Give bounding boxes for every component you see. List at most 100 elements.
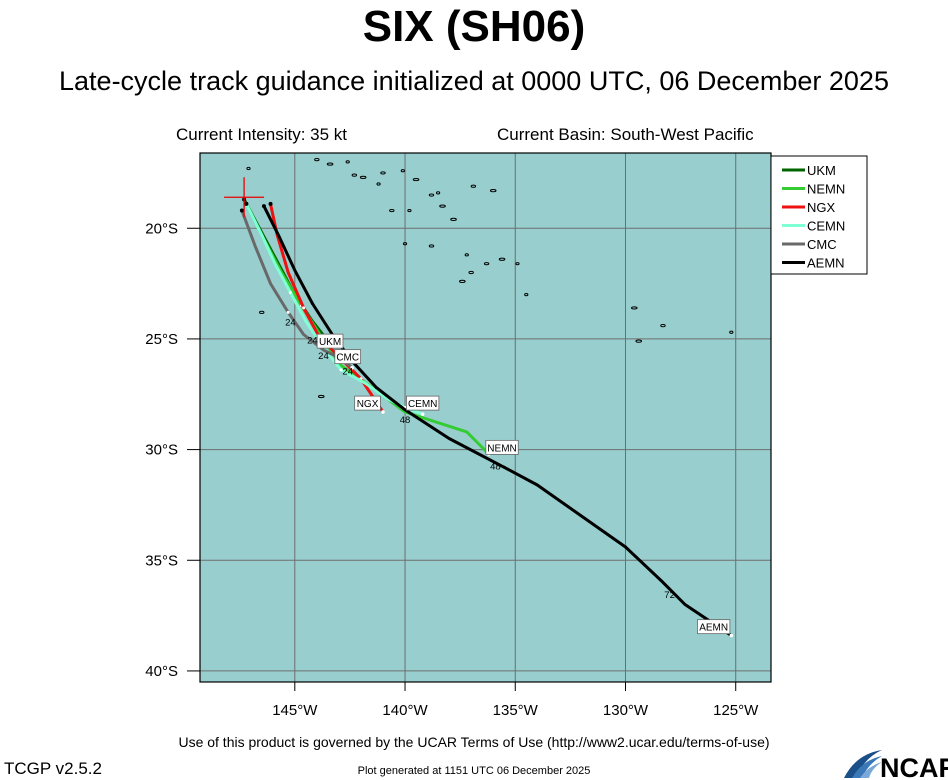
island (345, 160, 350, 164)
x-tick-label-3: 130°W (603, 702, 649, 719)
version-label: TCGP v2.5.2 (4, 759, 102, 778)
legend-entry-cmc: CMC (807, 237, 837, 252)
island (468, 270, 474, 275)
track-label-text: NEMN (487, 443, 516, 454)
track-end-aemn (729, 633, 734, 638)
track-label-nemn: NEMN (485, 439, 519, 455)
track-label-text: NGX (357, 399, 379, 410)
track-point-ngx (302, 306, 306, 310)
forecast-hour-label: 48 (400, 415, 411, 426)
island (470, 184, 477, 188)
island (407, 208, 412, 213)
legend: UKM NEMN NGX CEMN CMC AEMN (770, 155, 868, 275)
island (483, 262, 490, 266)
islands (246, 158, 734, 399)
y-tick-label-3: 35°S (145, 552, 178, 569)
y-tick-label-0: 20°S (145, 220, 178, 237)
island (314, 158, 320, 162)
track-point-aemn (374, 386, 378, 390)
island (376, 182, 381, 186)
island (515, 262, 520, 266)
forecast-hour-label: 24 (307, 335, 318, 346)
track-end-ngx (381, 410, 385, 414)
track-label-ngx: NGX (354, 395, 381, 411)
track-point-cemn (339, 368, 343, 372)
track-label-text: CEMN (408, 399, 437, 410)
track-start-cmc (239, 208, 244, 213)
island (524, 293, 529, 297)
forecast-hour-label: 24 (318, 351, 329, 362)
island (635, 339, 643, 343)
legend-entry-ukm: UKM (807, 163, 836, 178)
track-label-text: UKM (319, 337, 341, 348)
legend-box (770, 155, 868, 275)
legend-entry-aemn: AEMN (807, 256, 845, 271)
island (631, 306, 638, 310)
current-intensity: Current Intensity: 35 kt (176, 125, 348, 144)
island (259, 310, 265, 314)
track-point-cemn (288, 290, 292, 294)
terms-of-use: Use of this product is governed by the U… (178, 734, 770, 750)
legend-entry-nemn: NEMN (807, 182, 845, 197)
island (351, 173, 358, 177)
island (729, 330, 734, 334)
island (489, 189, 497, 193)
island (660, 324, 666, 328)
forecast-hour-label: 24 (342, 366, 353, 377)
track-label-box (316, 333, 344, 349)
map-ocean (200, 153, 771, 682)
track-start-cemn (244, 201, 249, 206)
track-label-cemn: CEMN (406, 395, 440, 411)
model-tracks (239, 197, 734, 638)
generated-timestamp: Plot generated at 1151 UTC 06 December 2… (357, 765, 591, 777)
y-axis: 20°S 25°S 30°S 35°S 40°S (145, 220, 200, 680)
island (359, 175, 367, 179)
track-point-aemn (502, 465, 506, 469)
track-label-text: AEMN (699, 623, 728, 634)
track-label-box (485, 439, 519, 455)
x-axis: 145°W 140°W 135°W 130°W 125°W (272, 682, 759, 719)
forecast-hour-label: 24 (285, 318, 296, 329)
island (498, 257, 506, 261)
island (246, 166, 251, 171)
island (459, 279, 466, 283)
track-ngx (269, 202, 385, 414)
island (412, 177, 420, 182)
island (464, 253, 469, 257)
island (428, 193, 435, 197)
legend-entry-cemn: CEMN (807, 219, 845, 234)
track-point-aemn (310, 302, 314, 306)
island (380, 171, 386, 175)
y-tick-label-2: 30°S (145, 442, 178, 459)
island (389, 208, 395, 213)
y-tick-label-1: 25°S (145, 331, 178, 348)
track-aemn (262, 204, 733, 637)
legend-entry-ngx: NGX (807, 200, 836, 215)
track-start-aemn (261, 204, 266, 209)
current-position-marker (224, 177, 265, 218)
page-subtitle: Late-cycle track guidance initialized at… (59, 66, 889, 96)
page-title: SIX (SH06) (362, 2, 586, 51)
island (439, 204, 446, 208)
island (402, 242, 408, 246)
track-label-box (334, 349, 362, 365)
track-label-ukm: UKM (316, 333, 344, 349)
track-label-box (406, 395, 440, 411)
x-tick-label-0: 145°W (272, 702, 318, 719)
track-label-cmc: CMC (334, 349, 362, 365)
track-point-aemn (623, 545, 627, 549)
track-label-box (697, 619, 731, 635)
map-grid (200, 153, 771, 682)
island (428, 244, 435, 248)
track-end-cemn (420, 412, 425, 416)
forecast-hour-label: 72 (664, 590, 675, 601)
track-start-ngx (268, 201, 273, 206)
track-end-cmc (350, 365, 354, 370)
island (400, 169, 405, 173)
x-tick-label-1: 140°W (382, 702, 428, 719)
island (317, 394, 325, 399)
x-tick-label-2: 135°W (493, 702, 539, 719)
track-label-aemn: AEMN (697, 619, 731, 635)
